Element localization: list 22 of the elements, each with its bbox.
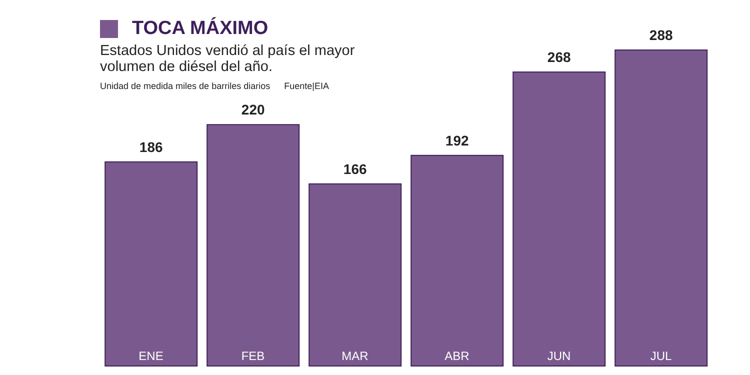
annotation: Unidad de medida miles de barriles diarios [100, 81, 270, 91]
bar [410, 154, 504, 366]
x-tick-label: MAR [342, 349, 369, 363]
x-tick-label: JUL [650, 349, 672, 363]
data-label: 268 [547, 48, 571, 65]
chart-subtitle: Estados Unidos vendió al país el mayor volumen de diésel del año. [100, 43, 356, 75]
bar [614, 50, 708, 366]
data-label: 186 [139, 138, 163, 155]
x-tick-label: ENE [138, 349, 164, 363]
x-tick-label: JUN [547, 349, 571, 363]
bar [104, 161, 198, 366]
annotation: Fuente|EIA [284, 81, 329, 91]
bar [308, 183, 402, 366]
x-tick-label: FEB [241, 349, 265, 363]
data-label: 220 [241, 102, 265, 118]
data-label: 166 [343, 160, 367, 177]
bar [206, 124, 300, 366]
data-label: 192 [445, 132, 469, 148]
bar [512, 71, 606, 366]
x-tick-label: ABR [444, 349, 470, 363]
chart-title: TOCA MÁXIMO [132, 18, 268, 40]
data-label: 288 [649, 27, 673, 43]
